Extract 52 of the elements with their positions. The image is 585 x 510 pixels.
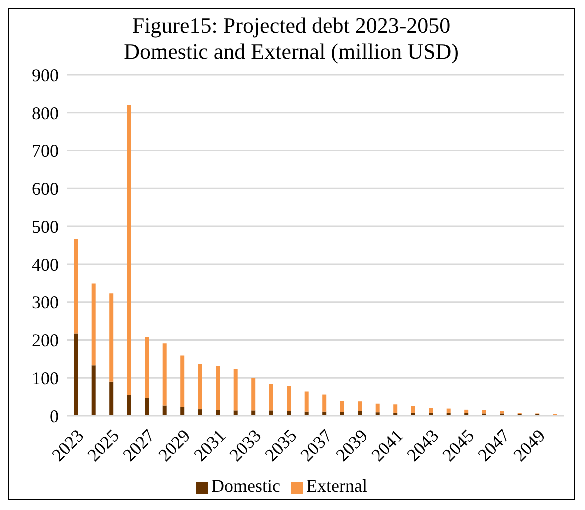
bar <box>287 386 292 412</box>
y-tick-label: 100 <box>32 368 59 388</box>
bar <box>92 284 96 366</box>
y-tick-label: 700 <box>32 141 59 162</box>
y-tick-label: 900 <box>32 65 59 86</box>
bar <box>110 294 114 382</box>
bar <box>340 412 344 416</box>
bar <box>252 378 256 411</box>
bar <box>340 401 344 412</box>
bar <box>376 404 380 413</box>
bar <box>162 344 167 406</box>
y-tick-label: 300 <box>32 292 59 313</box>
y-tick-label: 800 <box>32 103 59 124</box>
bar <box>162 406 167 416</box>
bar <box>216 410 220 416</box>
bar <box>110 382 114 416</box>
bar <box>198 410 202 416</box>
bar <box>429 408 434 413</box>
bar <box>127 395 132 416</box>
chart-subtitle: Domestic and External (million USD) <box>123 39 460 65</box>
bar <box>358 402 362 412</box>
bar <box>446 408 451 413</box>
legend-label: External <box>306 476 368 496</box>
bar <box>269 384 274 411</box>
y-tick-label: 200 <box>32 330 59 351</box>
bar <box>180 407 185 416</box>
y-tick-label: 500 <box>32 216 59 237</box>
bar <box>92 366 96 416</box>
bar <box>234 410 238 416</box>
y-tick-label: 0 <box>50 406 59 426</box>
y-tick-label: 400 <box>32 254 59 275</box>
legend-label: Domestic <box>212 476 280 496</box>
chart-title: Figure15: Projected debt 2023-2050 <box>131 13 452 39</box>
bar <box>216 366 220 410</box>
bar <box>74 239 78 334</box>
bar <box>411 406 416 413</box>
bar <box>269 410 274 416</box>
bar <box>127 105 132 396</box>
y-tick-label: 600 <box>32 179 59 200</box>
bar <box>74 334 78 416</box>
bar <box>234 369 238 411</box>
bar <box>304 392 309 412</box>
bar <box>252 410 256 416</box>
bar <box>394 404 398 413</box>
bar <box>464 410 469 414</box>
bar <box>145 398 150 416</box>
bar <box>322 394 327 412</box>
bar <box>500 411 504 414</box>
bar <box>198 364 202 410</box>
bar <box>358 411 362 416</box>
bar <box>180 356 185 408</box>
bar <box>145 337 150 398</box>
